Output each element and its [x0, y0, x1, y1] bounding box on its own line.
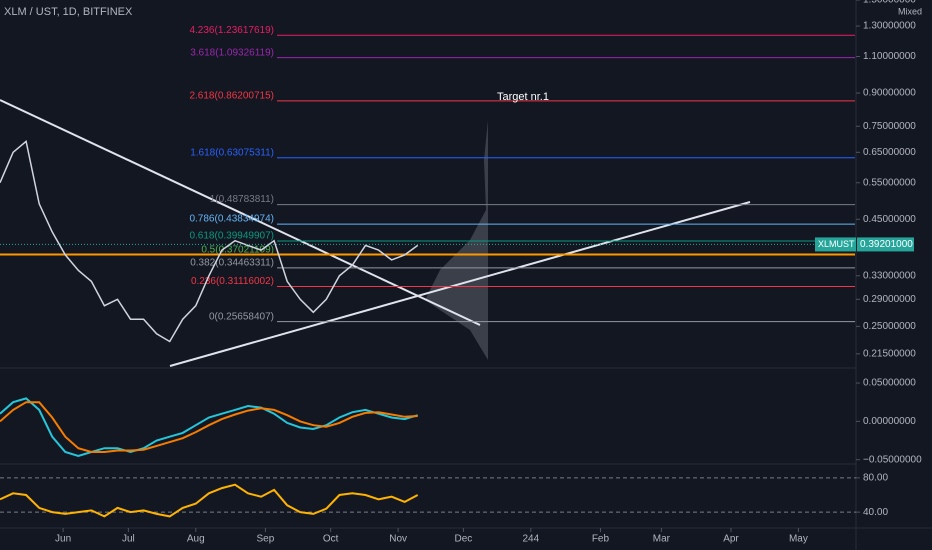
- x-tick-label: Jul: [122, 534, 135, 545]
- series-line: [0, 397, 418, 457]
- x-tick-label: 244: [522, 534, 539, 545]
- y-tick-label: 80.00: [863, 472, 888, 483]
- price-tag-name-bg: [815, 237, 856, 252]
- y-tick-label: 0.65000000: [863, 147, 916, 158]
- x-tick-label: May: [789, 534, 808, 545]
- y-tick-label: 0.05000000: [863, 378, 916, 389]
- series-line: [0, 140, 419, 343]
- fib-label: 4.236(1.23617619): [189, 25, 274, 36]
- fib-label: 0(0.25658407): [209, 311, 274, 322]
- x-tick-label: Dec: [454, 534, 472, 545]
- scale-mode: Mixed: [898, 6, 922, 16]
- series-line: [0, 483, 419, 518]
- x-tick-label: Oct: [323, 534, 339, 545]
- y-tick-label: 1.30000000: [863, 21, 916, 32]
- fib-label: 1(0.48783811): [210, 194, 274, 205]
- fib-label: 0.236(0.31116002): [191, 276, 274, 287]
- y-tick-label: 0.55000000: [863, 177, 916, 188]
- trend-line: [169, 201, 751, 367]
- series-line: [0, 401, 418, 453]
- x-tick-label: Jun: [55, 534, 71, 545]
- fib-label: 0.382(0.34463311): [190, 258, 274, 269]
- price-tag-value: 0.39201000: [860, 239, 913, 250]
- y-tick-label: 0.90000000: [863, 88, 916, 99]
- fib-label: 0.786(0.43834974): [189, 214, 274, 225]
- y-tick-label: −0.05000000: [863, 454, 922, 465]
- fib-label: 0.5(0.37021109): [201, 244, 274, 255]
- fib-label: 1.618(0.63075311): [190, 147, 274, 158]
- x-tick-label: Apr: [723, 534, 739, 545]
- y-tick-label: 40.00: [863, 507, 888, 518]
- y-tick-label: 0.00000000: [863, 416, 916, 427]
- fib-label: 0.618(0.39949907): [189, 231, 274, 242]
- y-tick-label: 0.29000000: [863, 294, 916, 305]
- x-tick-label: Mar: [653, 534, 671, 545]
- price-tag-bg: [857, 237, 914, 252]
- y-tick-label: 0.21500000: [863, 348, 916, 359]
- volume-profile: [425, 120, 488, 360]
- price-tag-name: XLMUST: [818, 239, 855, 249]
- x-tick-label: Nov: [389, 534, 407, 545]
- x-tick-label: Aug: [187, 534, 205, 545]
- y-tick-label: 0.45000000: [863, 214, 916, 225]
- chart-title: XLM / UST, 1D, BITFINEX: [4, 6, 133, 18]
- y-tick-label: 0.25000000: [863, 321, 916, 332]
- x-tick-label: Feb: [592, 534, 610, 545]
- y-tick-label: 0.33000000: [863, 270, 916, 281]
- fib-label: 2.618(0.86200715): [189, 91, 274, 102]
- annotation: Target nr.1: [497, 91, 549, 103]
- trend-line: [0, 99, 481, 326]
- fib-label: 3.618(1.09326119): [190, 47, 274, 58]
- x-tick-label: Sep: [257, 534, 275, 545]
- y-tick-label: 1.50000000: [863, 0, 916, 6]
- y-tick-label: 1.10000000: [863, 51, 916, 62]
- y-tick-label: 0.75000000: [863, 121, 916, 132]
